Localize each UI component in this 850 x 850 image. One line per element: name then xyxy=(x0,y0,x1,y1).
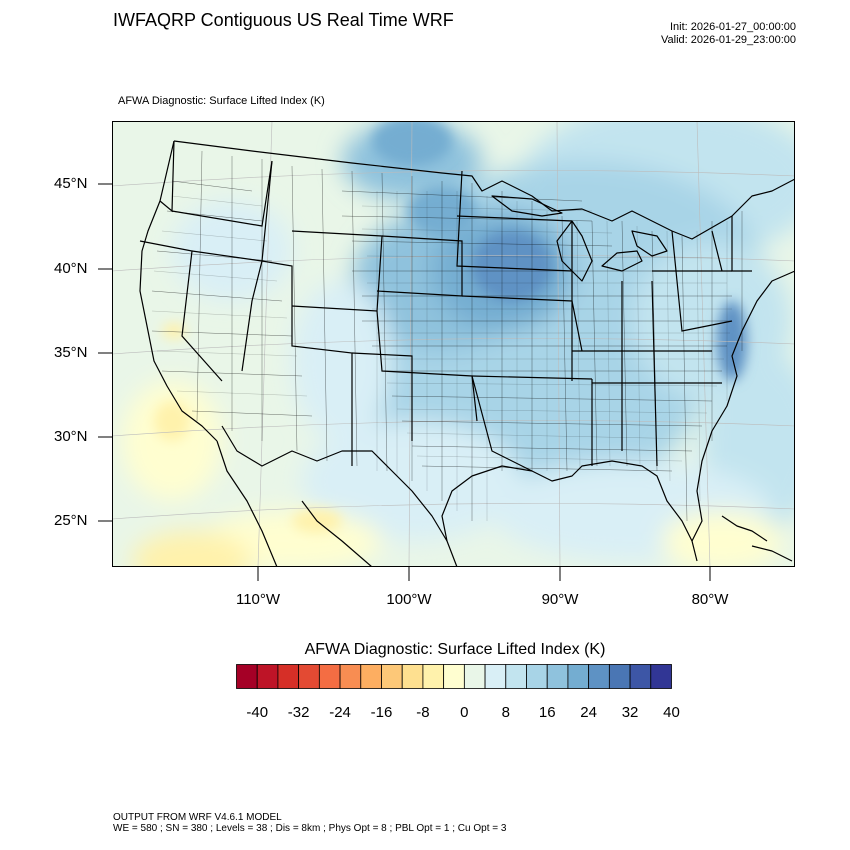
colorbar-tick-label: -8 xyxy=(416,704,430,721)
colorbar-swatch xyxy=(629,664,652,689)
colorbar-swatch xyxy=(236,664,258,689)
colorbar-tick-label: 24 xyxy=(580,704,597,721)
colorbar-tick-label: -32 xyxy=(287,704,310,721)
colorbar-swatch xyxy=(318,664,341,689)
colorbar-swatch xyxy=(505,664,527,689)
colorbar-swatch xyxy=(360,664,382,689)
plot-title: IWFAQRP Contiguous US Real Time WRF xyxy=(113,10,454,30)
lat-ticks xyxy=(98,183,112,522)
graticule xyxy=(112,121,795,567)
state-borders xyxy=(139,140,752,472)
colorbar-swatch xyxy=(546,664,569,689)
colorbar-swatch xyxy=(567,664,590,689)
colorbar-tick-label: 0 xyxy=(460,704,469,721)
colorbar-tick-label: 40 xyxy=(663,704,680,721)
map-border xyxy=(112,121,795,567)
lon-label-110w: 110°W xyxy=(235,591,281,608)
lat-label-25n: 25°N xyxy=(54,512,88,529)
colorbar-swatch xyxy=(422,664,445,689)
valid-time: Valid: 2026-01-29_23:00:00 xyxy=(661,34,796,46)
colorbar-swatch xyxy=(256,664,279,689)
colorbar-swatch xyxy=(381,664,403,689)
colorbar-swatch xyxy=(298,664,320,689)
lon-label-80w: 80°W xyxy=(691,591,729,608)
colorbar-swatch xyxy=(608,664,631,689)
colorbar-tick-label: -16 xyxy=(370,704,393,721)
colorbar-tick-label: 8 xyxy=(501,704,510,721)
colorbar-swatch xyxy=(650,664,672,689)
lon-ticks xyxy=(257,567,711,581)
colorbar-tick-label: -40 xyxy=(246,704,269,721)
lat-label-45n: 45°N xyxy=(54,175,88,192)
colorbar xyxy=(236,664,672,689)
lat-label-35n: 35°N xyxy=(54,344,88,361)
init-time: Init: 2026-01-27_00:00:00 xyxy=(670,21,796,33)
country-borders xyxy=(139,140,795,567)
colorbar-swatch xyxy=(463,664,486,689)
colorbar-tick-label: 16 xyxy=(538,704,556,721)
footer-model-line: OUTPUT FROM WRF V4.6.1 MODEL xyxy=(113,812,282,823)
field-subtitle: AFWA Diagnostic: Surface Lifted Index (K… xyxy=(118,95,325,107)
colorbar-title: AFWA Diagnostic: Surface Lifted Index (K… xyxy=(304,641,606,658)
lat-label-40n: 40°N xyxy=(54,260,88,277)
colorbar-swatch xyxy=(484,664,507,689)
weather-map xyxy=(112,121,795,567)
lon-label-100w: 100°W xyxy=(386,591,432,608)
footer-config-line: WE = 580 ; SN = 380 ; Levels = 38 ; Dis … xyxy=(113,823,507,834)
county-lines-fine xyxy=(151,191,732,521)
colorbar-swatch xyxy=(526,664,548,689)
lat-label-30n: 30°N xyxy=(54,428,88,445)
colorbar-tick-label: 32 xyxy=(621,704,639,721)
colorbar-swatch xyxy=(277,664,300,689)
colorbar-swatch xyxy=(401,664,424,689)
colorbar-swatch xyxy=(339,664,362,689)
lon-label-90w: 90°W xyxy=(541,591,579,608)
colorbar-swatch xyxy=(443,664,465,689)
init-valid-times: Init: 2026-01-27_00:00:00 Valid: 2026-01… xyxy=(661,21,796,47)
colorbar-swatch xyxy=(588,664,610,689)
colorbar-tick-label: -24 xyxy=(329,704,351,721)
